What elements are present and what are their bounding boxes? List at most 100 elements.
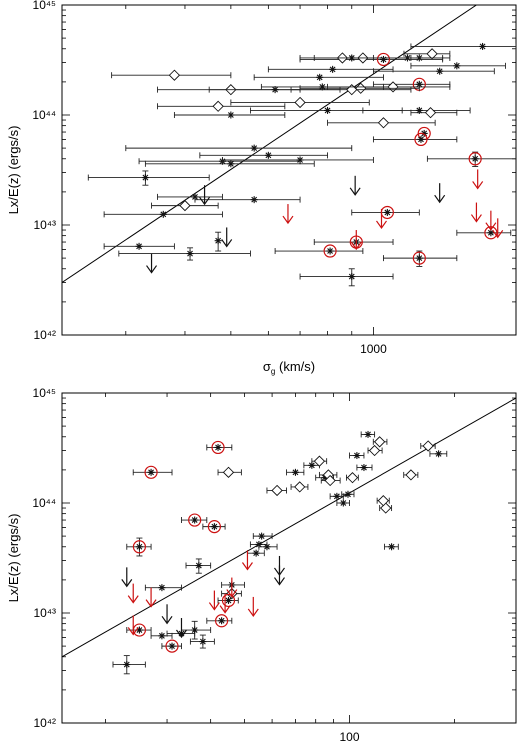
- arrow-head: [247, 608, 259, 617]
- y-axis-label: Lx/E(z) (ergs/s): [6, 126, 21, 215]
- upper-limit-arrow-black: [161, 604, 173, 625]
- data-point-diamond: [151, 199, 219, 212]
- red-circle-marker: [215, 614, 229, 628]
- data-point-star: [252, 532, 273, 540]
- data-point-circled: [426, 151, 516, 167]
- star-stroke: [453, 62, 460, 69]
- star-stroke: [324, 107, 331, 114]
- red-circle-marker: [207, 520, 221, 534]
- upper-limit-arrow-red: [472, 169, 484, 190]
- star-stroke: [264, 543, 270, 550]
- data-point-circled: [217, 593, 239, 608]
- arrow-head: [350, 241, 362, 251]
- star-stroke: [215, 237, 222, 244]
- star-stroke: [436, 68, 443, 75]
- data-point-star: [299, 54, 374, 62]
- data-point-star: [214, 231, 222, 252]
- star-stroke: [258, 533, 265, 540]
- upper-limit-arrow-red: [376, 208, 387, 229]
- upper-limit-arrow-red: [492, 218, 504, 239]
- upper-limit-arrow-red: [208, 590, 220, 611]
- data-point-diamond: [320, 474, 341, 487]
- data-point-star: [410, 62, 506, 70]
- arrow-head: [349, 187, 361, 196]
- data-point-star: [341, 490, 355, 498]
- diamond-marker: [212, 100, 224, 112]
- star-stroke: [416, 81, 423, 88]
- data-point-star: [185, 558, 212, 574]
- fit-line: [62, 397, 516, 658]
- data-point-diamond: [420, 440, 436, 452]
- data-point-circled: [206, 440, 233, 455]
- fit-line: [62, 5, 477, 283]
- star-stroke: [218, 617, 225, 624]
- red-circle-marker: [468, 152, 482, 166]
- red-circle-marker: [165, 639, 179, 653]
- star-stroke: [319, 84, 326, 90]
- data-point-star: [118, 247, 251, 261]
- data-point-circled: [456, 226, 512, 240]
- arrow-head: [161, 615, 173, 625]
- diamond-marker: [422, 440, 434, 452]
- data-point-star: [429, 450, 448, 458]
- data-point-star: [87, 170, 210, 186]
- arrow-head: [121, 579, 133, 588]
- star-stroke: [215, 444, 221, 451]
- data-point-circled: [202, 520, 226, 534]
- arrow-head: [434, 194, 446, 204]
- plot-frame: [61, 392, 517, 724]
- data-point-diamond: [157, 100, 286, 112]
- diamond-marker: [294, 481, 306, 493]
- diamond-marker: [426, 48, 438, 60]
- data-point-star: [112, 655, 146, 675]
- y-tick-label: 10⁴³: [34, 606, 57, 620]
- star-stroke: [435, 450, 442, 457]
- data-point-star: [258, 543, 278, 551]
- arrow-head: [282, 215, 294, 225]
- star-stroke: [136, 543, 143, 550]
- red-circle-marker: [221, 593, 236, 608]
- data-point-diamond: [217, 466, 242, 478]
- star-stroke: [348, 55, 355, 61]
- data-point-diamond: [311, 455, 328, 467]
- upper-limit-arrow-red: [226, 577, 238, 598]
- star-stroke: [308, 462, 315, 469]
- x-tick-label: 1000: [360, 342, 387, 356]
- data-point-star: [253, 73, 384, 81]
- diamond-marker: [168, 69, 181, 81]
- star-stroke: [158, 584, 165, 591]
- plot-area: [62, 397, 516, 675]
- upper-limit-arrow-red: [145, 587, 157, 608]
- upper-limit-arrow-red: [470, 202, 482, 223]
- y-tick-label: 10⁴⁵: [33, 386, 57, 400]
- star-stroke: [333, 493, 340, 500]
- data-point-star: [103, 242, 175, 250]
- data-point-star: [173, 111, 286, 119]
- diamond-marker: [424, 107, 437, 119]
- star-stroke: [327, 248, 333, 254]
- red-circle-marker: [376, 52, 391, 67]
- diamond-marker: [377, 495, 389, 507]
- diamond-marker: [346, 472, 359, 484]
- star-stroke: [136, 627, 143, 633]
- arrow-head: [226, 589, 238, 598]
- star-stroke: [292, 469, 299, 476]
- arrow-head: [219, 605, 231, 614]
- data-point-diamond: [367, 444, 383, 457]
- data-point-circled: [372, 132, 458, 147]
- diamond-marker: [313, 455, 326, 467]
- data-point-circled: [161, 639, 182, 653]
- data-point-star: [208, 86, 341, 94]
- upper-limit-arrow-red: [282, 204, 294, 225]
- upper-limit-arrow-black: [349, 175, 361, 196]
- y-tick-label: 10⁴⁴: [32, 108, 56, 122]
- star-stroke: [416, 107, 423, 114]
- star-stroke: [384, 209, 391, 216]
- x-axis-label: σg (km/s): [263, 359, 315, 376]
- diamond-marker: [368, 444, 381, 457]
- diamond-marker: [405, 469, 417, 481]
- data-point-diamond: [403, 469, 419, 481]
- data-point-circled: [274, 244, 364, 258]
- star-stroke: [251, 145, 258, 152]
- data-point-diamond: [376, 495, 390, 507]
